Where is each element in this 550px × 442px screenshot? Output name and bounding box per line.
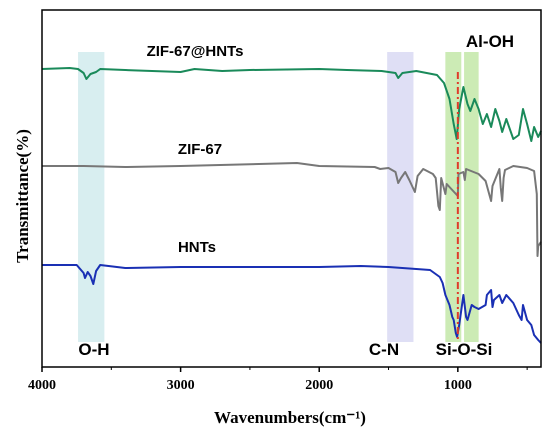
band-annotation: C-N	[369, 340, 399, 359]
x-tick-label: 2000	[305, 378, 333, 393]
x-axis-title: Wavenumbers(cm⁻¹)	[214, 408, 366, 427]
band-al-oh	[464, 52, 479, 342]
band-annotation: O-H	[78, 340, 109, 359]
series-label: ZIF-67@HNTs	[147, 43, 244, 60]
band-c-n	[387, 52, 414, 342]
band-annotation: Si-O-Si	[436, 340, 493, 359]
x-axis-ticks: 4000 3000 2000 1000	[28, 367, 528, 393]
x-tick-label: 1000	[444, 378, 472, 393]
band-annotations: O-H C-N Si-O-Si Al-OH	[78, 32, 514, 359]
x-tick-label: 3000	[167, 378, 195, 393]
band-o-h	[78, 52, 105, 342]
x-tick-label: 4000	[28, 378, 56, 393]
series-label: HNTs	[178, 239, 216, 256]
series-line-zif-67-hnts	[41, 67, 542, 142]
plot-frame	[41, 9, 542, 368]
band-highlights	[78, 52, 479, 342]
series-line-zif-67	[42, 162, 542, 257]
series-line-hnts	[42, 264, 542, 344]
y-axis-title: Transmittance(%)	[13, 129, 32, 263]
series-labels: ZIF-67@HNTs ZIF-67 HNTs	[147, 43, 244, 256]
spectra-lines	[41, 67, 542, 344]
band-annotation: Al-OH	[466, 32, 514, 51]
series-label: ZIF-67	[178, 141, 222, 158]
